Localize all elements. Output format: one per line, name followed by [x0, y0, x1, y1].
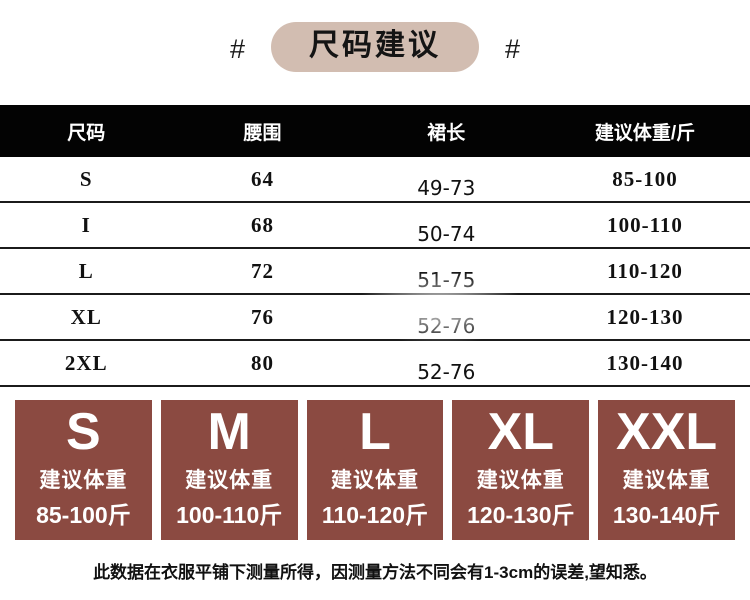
table-row: XL 76 52-76 120-130 — [0, 295, 750, 341]
size-box-letter: S — [66, 403, 101, 461]
page-header: # 尺码建议 # — [0, 18, 750, 76]
size-boxes-strip: S 建议体重 85-100斤 M 建议体重 100-110斤 L 建议体重 11… — [0, 400, 750, 540]
size-box-range: 130-140斤 — [612, 502, 721, 528]
size-box-label: 建议体重 — [39, 469, 128, 492]
length-value: 50-74 — [409, 221, 484, 247]
size-cell: I — [81, 212, 91, 237]
size-box-label: 建议体重 — [476, 469, 565, 492]
size-box-letter: XXL — [616, 403, 718, 461]
waist-cell: 76 — [251, 304, 274, 329]
length-cell: 52-76 — [353, 304, 541, 339]
waist-cell: 64 — [251, 166, 274, 191]
column-header-length: 裙长 — [427, 122, 466, 144]
size-box-range: 120-130斤 — [467, 502, 575, 528]
size-box: M 建议体重 100-110斤 — [160, 400, 298, 540]
column-header-waist: 腰围 — [243, 122, 282, 144]
table-row: S 64 49-73 85-100 — [0, 157, 750, 203]
length-value: 52-76 — [409, 359, 484, 385]
size-box: XXL 建议体重 130-140斤 — [598, 400, 735, 540]
measurement-disclaimer: 此数据在衣服平铺下测量所得，因测量方法不同会有1-3cm的误差,望知悉。 — [93, 563, 657, 582]
size-box-letter: L — [359, 403, 391, 461]
length-value: 52-76 — [409, 313, 484, 339]
page-title: 尺码建议 — [271, 22, 479, 72]
length-cell: 51-75 — [353, 258, 541, 293]
size-box-label: 建议体重 — [330, 469, 419, 492]
size-box-label: 建议体重 — [622, 469, 711, 492]
size-cell: S — [79, 166, 93, 191]
weight-cell: 130-140 — [606, 350, 684, 375]
size-box-letter: M — [207, 403, 251, 461]
size-box-letter: XL — [487, 403, 555, 461]
weight-cell: 110-120 — [607, 258, 683, 283]
size-box-range: 85-100斤 — [36, 502, 131, 528]
size-box: L 建议体重 110-120斤 — [306, 400, 444, 540]
table-row: I 68 50-74 100-110 — [0, 203, 750, 249]
table-row: L 72 51-75 110-120 — [0, 249, 750, 295]
column-header-weight: 建议体重/斤 — [594, 122, 696, 144]
hash-decoration-left: # — [229, 33, 245, 64]
length-cell: 49-73 — [353, 166, 541, 201]
weight-cell: 100-110 — [607, 212, 683, 237]
length-cell: 52-76 — [353, 350, 541, 385]
size-table: 尺码 腰围 裙长 建议体重/斤 S 64 49-73 85-100 I 68 5… — [0, 105, 750, 387]
hash-decoration-right: # — [505, 33, 521, 64]
size-cell: L — [78, 258, 94, 283]
size-box: S 建议体重 85-100斤 — [15, 400, 152, 540]
size-box-range: 100-110斤 — [176, 502, 283, 528]
size-cell: 2XL — [64, 350, 108, 375]
length-value: 49-73 — [409, 175, 484, 201]
table-row: 2XL 80 52-76 130-140 — [0, 341, 750, 387]
column-header-size: 尺码 — [67, 122, 106, 144]
table-header-row: 尺码 腰围 裙长 建议体重/斤 — [0, 105, 750, 157]
waist-cell: 68 — [251, 212, 274, 237]
weight-cell: 85-100 — [612, 166, 678, 191]
size-box-label: 建议体重 — [185, 469, 274, 492]
size-box-range: 110-120斤 — [321, 502, 429, 528]
size-cell: XL — [70, 304, 102, 329]
length-cell: 50-74 — [353, 212, 541, 247]
waist-cell: 80 — [251, 350, 274, 375]
length-value: 51-75 — [409, 267, 484, 293]
waist-cell: 72 — [251, 258, 274, 283]
weight-cell: 120-130 — [606, 304, 684, 329]
size-box: XL 建议体重 120-130斤 — [452, 400, 590, 540]
